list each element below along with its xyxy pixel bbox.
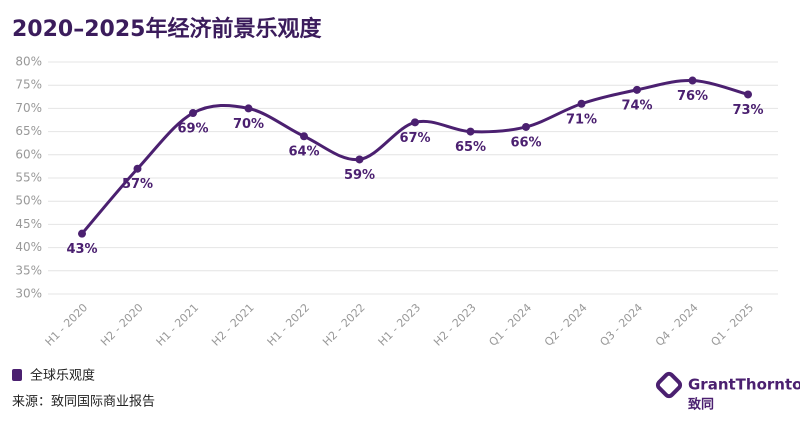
y-tick-label: 80%: [15, 55, 42, 69]
data-label: 69%: [177, 122, 208, 137]
legend-label: 全球乐观度: [30, 368, 95, 384]
x-tick-label: H2 - 2021: [209, 301, 257, 349]
legend-swatch: [12, 369, 22, 381]
data-label: 70%: [233, 117, 264, 132]
y-tick-label: 75%: [15, 78, 42, 92]
y-tick-label: 30%: [15, 287, 42, 301]
data-label: 66%: [510, 135, 541, 150]
chart-title: 2020–2025年经济前景乐观度: [12, 16, 322, 42]
x-tick-label: H2 - 2023: [431, 301, 479, 349]
data-label: 65%: [455, 140, 486, 155]
point: [744, 90, 752, 99]
y-tick-label: 45%: [15, 217, 42, 231]
point: [577, 99, 586, 108]
x-tick-label: H1 - 2023: [376, 301, 424, 349]
point: [522, 122, 530, 131]
data-label: 59%: [344, 168, 375, 183]
data-label: 64%: [288, 145, 319, 160]
x-tick-label: H2 - 2022: [320, 301, 368, 349]
y-tick-label: 35%: [15, 263, 42, 277]
point: [78, 229, 86, 238]
x-tick-label: Q2 - 2024: [542, 301, 590, 349]
x-tick-label: Q1 - 2024: [486, 301, 534, 349]
x-tick-label: H1 - 2021: [154, 301, 202, 349]
y-tick-label: 40%: [15, 240, 42, 254]
source: 来源：致同国际商业报告: [12, 395, 155, 410]
x-tick-label: Q1 - 2025: [708, 301, 756, 349]
data-label: 67%: [399, 131, 430, 146]
logo-subtitle: 致同: [688, 397, 714, 413]
point: [244, 104, 253, 113]
data-label: 74%: [621, 98, 652, 113]
point: [633, 85, 641, 94]
point: [133, 164, 142, 173]
x-tick-label: H1 - 2020: [43, 301, 91, 349]
y-tick-label: 50%: [15, 194, 42, 208]
data-label: 71%: [566, 112, 597, 127]
point: [355, 155, 364, 164]
y-tick-label: 60%: [15, 147, 42, 161]
logo: GrantThornton 致同: [655, 371, 800, 413]
point: [189, 109, 197, 118]
point: [411, 118, 419, 127]
point: [300, 132, 308, 141]
x-tick-label: Q3 - 2024: [597, 301, 645, 349]
data-label: 73%: [732, 103, 763, 118]
point: [688, 76, 697, 85]
x-tick-label: H1 - 2022: [265, 301, 313, 349]
x-tick-label: H2 - 2020: [98, 301, 146, 349]
data-label: 43%: [66, 242, 97, 257]
logo-icon: [655, 371, 683, 399]
point: [466, 127, 475, 136]
y-tick-label: 70%: [15, 101, 42, 115]
x-tick-label: Q4 - 2024: [653, 301, 701, 349]
data-label: 57%: [122, 177, 153, 192]
data-label: 76%: [677, 89, 708, 104]
y-tick-label: 55%: [15, 171, 42, 185]
logo-name: GrantThornton: [688, 376, 800, 394]
y-tick-label: 65%: [15, 124, 42, 138]
